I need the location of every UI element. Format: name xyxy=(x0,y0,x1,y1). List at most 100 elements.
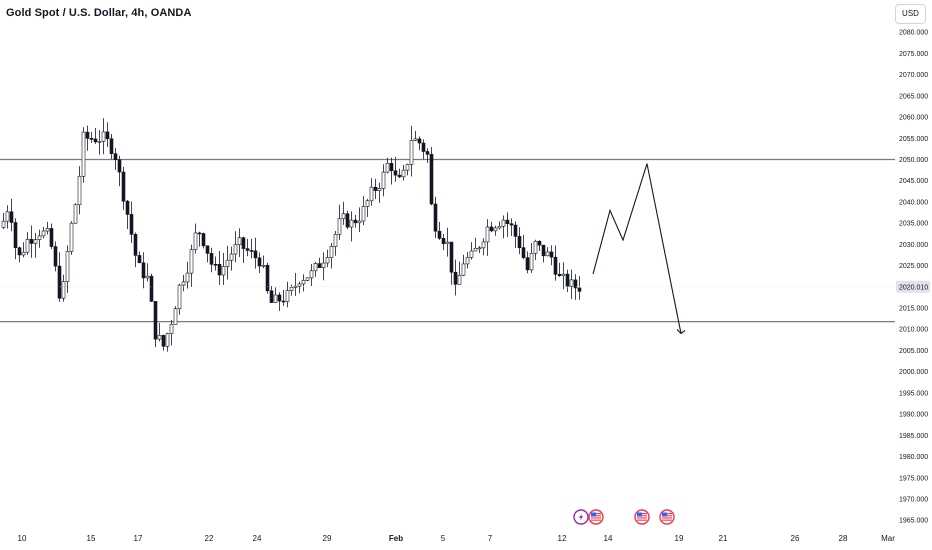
candle[interactable] xyxy=(361,195,366,226)
candle[interactable] xyxy=(117,155,122,187)
candle[interactable] xyxy=(101,118,106,155)
candle[interactable] xyxy=(425,148,430,164)
candle[interactable] xyxy=(209,247,214,273)
candle[interactable] xyxy=(517,227,522,255)
candle[interactable] xyxy=(381,164,386,197)
candle[interactable] xyxy=(429,147,434,206)
candle[interactable] xyxy=(573,274,578,300)
candle[interactable] xyxy=(369,178,374,206)
candle[interactable] xyxy=(501,215,506,239)
candle[interactable] xyxy=(561,262,566,290)
candle[interactable] xyxy=(241,236,246,264)
candle[interactable] xyxy=(41,226,46,239)
candle[interactable] xyxy=(169,320,174,346)
candle[interactable] xyxy=(385,157,390,174)
candle[interactable] xyxy=(177,283,182,315)
candle[interactable] xyxy=(25,232,30,255)
candle[interactable] xyxy=(17,246,22,263)
candle[interactable] xyxy=(317,257,322,269)
candle[interactable] xyxy=(305,277,310,282)
candle[interactable] xyxy=(273,287,278,304)
candle[interactable] xyxy=(509,218,514,237)
candle[interactable] xyxy=(309,264,314,287)
lightning-icon[interactable] xyxy=(573,509,589,525)
candle[interactable] xyxy=(61,274,66,302)
candle[interactable] xyxy=(441,233,446,251)
candle[interactable] xyxy=(65,245,70,293)
candle[interactable] xyxy=(281,290,286,307)
candle[interactable] xyxy=(569,269,574,300)
candle[interactable] xyxy=(249,238,254,259)
candle[interactable] xyxy=(329,243,334,269)
candle[interactable] xyxy=(457,261,462,285)
candle[interactable] xyxy=(453,259,458,296)
candle[interactable] xyxy=(545,247,550,257)
us-flag-icon[interactable] xyxy=(588,509,604,525)
candle[interactable] xyxy=(145,263,150,282)
candle[interactable] xyxy=(389,157,394,185)
candle[interactable] xyxy=(397,168,402,179)
candle[interactable] xyxy=(497,221,502,230)
candle[interactable] xyxy=(493,225,498,236)
candle[interactable] xyxy=(449,241,454,285)
candle[interactable] xyxy=(529,243,534,273)
candle[interactable] xyxy=(161,334,166,351)
currency-button[interactable]: USD xyxy=(895,4,926,24)
candle[interactable] xyxy=(541,244,546,263)
candle[interactable] xyxy=(333,230,338,256)
candle[interactable] xyxy=(521,234,526,260)
candle[interactable] xyxy=(49,223,54,249)
candle[interactable] xyxy=(113,147,118,170)
candle[interactable] xyxy=(189,244,194,287)
candle[interactable] xyxy=(473,237,478,252)
us-flag-icon[interactable] xyxy=(659,509,675,525)
candle[interactable] xyxy=(481,238,486,256)
candle[interactable] xyxy=(321,252,326,281)
candle[interactable] xyxy=(69,221,74,255)
candle[interactable] xyxy=(549,245,554,266)
candle[interactable] xyxy=(37,229,42,248)
candle[interactable] xyxy=(553,245,558,281)
candle[interactable] xyxy=(165,332,170,352)
candle[interactable] xyxy=(93,127,98,144)
candle[interactable] xyxy=(233,231,238,263)
candle[interactable] xyxy=(185,261,190,289)
candle[interactable] xyxy=(421,139,426,160)
candle[interactable] xyxy=(21,242,26,258)
candle[interactable] xyxy=(237,228,242,258)
projection-line[interactable] xyxy=(592,163,682,334)
candle[interactable] xyxy=(89,131,94,143)
candle[interactable] xyxy=(405,163,410,176)
candle[interactable] xyxy=(469,242,474,260)
candle[interactable] xyxy=(525,251,530,274)
candle[interactable] xyxy=(125,199,130,230)
candle[interactable] xyxy=(505,212,510,237)
candle[interactable] xyxy=(29,225,34,258)
candle[interactable] xyxy=(77,166,82,215)
candle[interactable] xyxy=(57,252,62,302)
candle[interactable] xyxy=(377,182,382,203)
candle[interactable] xyxy=(1,212,6,230)
candle[interactable] xyxy=(13,218,18,260)
candle[interactable] xyxy=(533,239,538,261)
candle[interactable] xyxy=(289,284,294,296)
candle[interactable] xyxy=(285,281,290,308)
candle[interactable] xyxy=(357,207,362,232)
candle[interactable] xyxy=(245,238,250,257)
candle[interactable] xyxy=(97,130,102,155)
candle[interactable] xyxy=(293,272,298,296)
candle[interactable] xyxy=(45,221,50,235)
candle[interactable] xyxy=(197,231,202,247)
candle[interactable] xyxy=(137,251,142,264)
candle[interactable] xyxy=(325,249,330,268)
candle[interactable] xyxy=(337,204,342,240)
candle[interactable] xyxy=(133,232,138,268)
candle[interactable] xyxy=(413,130,418,142)
candle[interactable] xyxy=(341,201,346,225)
candle[interactable] xyxy=(277,292,282,311)
candle[interactable] xyxy=(141,252,146,289)
candle[interactable] xyxy=(73,203,78,224)
candle[interactable] xyxy=(153,301,158,348)
candle[interactable] xyxy=(577,276,582,300)
candle[interactable] xyxy=(157,322,162,342)
